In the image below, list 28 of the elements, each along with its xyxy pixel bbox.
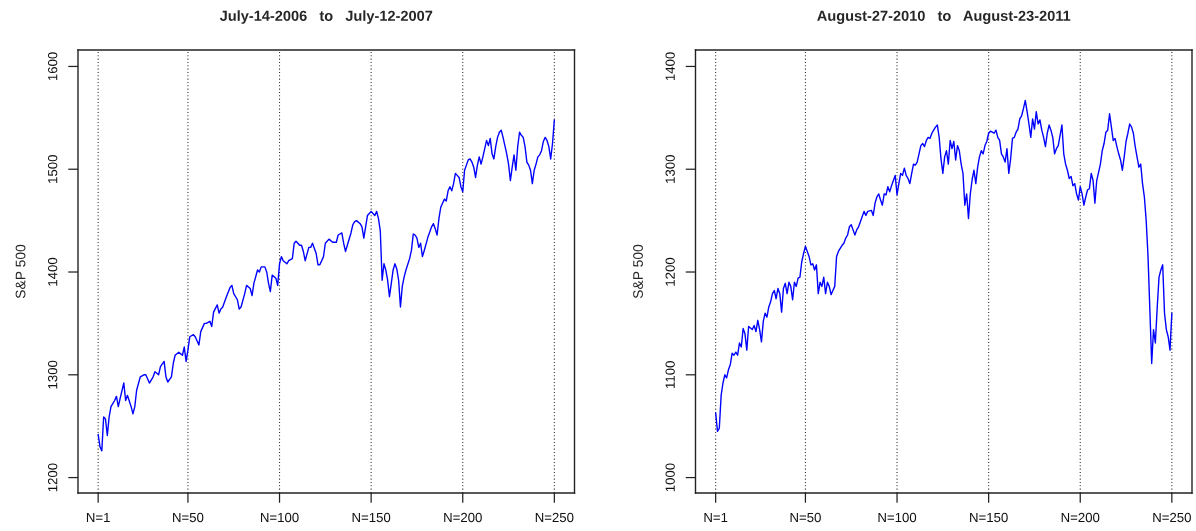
line-series: [714, 99, 1173, 433]
x-tick-label: N=250: [1153, 512, 1191, 523]
y-tick-label: 1100: [665, 361, 675, 388]
x-tick-label: N=50: [790, 512, 821, 523]
y-tick-label: 1200: [47, 463, 58, 492]
y-axis-title: S&P 500: [15, 244, 26, 299]
line-series: [97, 119, 556, 452]
x-tick-label: N=1: [704, 512, 728, 523]
y-tick-label: 1600: [47, 52, 58, 81]
y-tick-label: 1500: [47, 155, 58, 183]
x-tick-label: N=250: [535, 512, 574, 523]
x-tick-label: N=100: [878, 512, 917, 523]
chart-title: August-27-2010 to August-23-2011: [817, 10, 1071, 24]
y-tick-label: 1300: [665, 155, 675, 183]
x-tick-label: N=50: [173, 512, 204, 523]
y-tick-label: 1200: [665, 257, 675, 286]
x-tick-label: N=150: [352, 512, 391, 523]
y-tick-label: 1300: [47, 360, 58, 389]
y-tick-label: 1000: [665, 463, 675, 492]
chart-title: July-14-2006 to July-12-2007: [219, 10, 433, 24]
x-tick-label: N=100: [260, 512, 299, 523]
y-tick-label: 1400: [47, 257, 58, 286]
y-tick-label: 1400: [665, 52, 675, 81]
x-tick-label: N=200: [1061, 512, 1100, 523]
x-tick-label: N=200: [444, 512, 482, 523]
y-axis-title: S&P 500: [633, 244, 643, 299]
x-tick-label: N=1: [86, 512, 110, 523]
x-tick-label: N=150: [970, 512, 1008, 523]
